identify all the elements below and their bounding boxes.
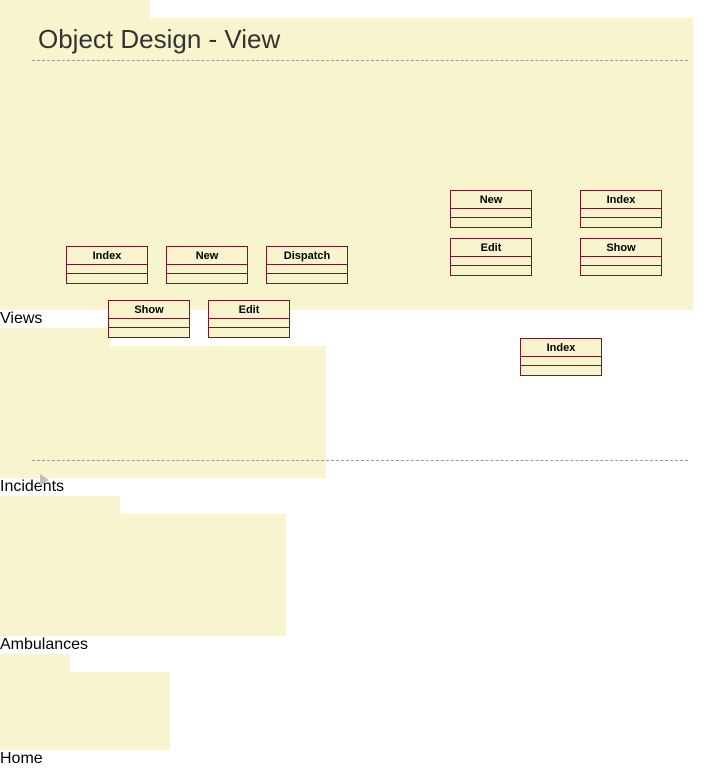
class-compartment	[109, 319, 189, 328]
class-label: Index	[521, 339, 601, 357]
divider-bottom	[32, 460, 688, 461]
package-tab	[0, 654, 70, 672]
class-compartment	[581, 209, 661, 218]
class-label: Index	[67, 247, 147, 265]
class-compartment	[581, 257, 661, 266]
package-tab	[0, 496, 120, 514]
package-label: Home	[0, 750, 720, 768]
package-body	[0, 346, 326, 478]
class-label: Show	[109, 301, 189, 319]
class-label: Edit	[451, 239, 531, 257]
class-box: Show	[580, 238, 662, 276]
class-box: New	[166, 246, 248, 284]
class-compartment	[67, 265, 147, 274]
package-body	[0, 514, 286, 636]
bullet-marker	[40, 474, 49, 486]
class-compartment	[451, 266, 531, 275]
class-box: Index	[66, 246, 148, 284]
class-compartment	[109, 328, 189, 337]
class-box: Index	[520, 338, 602, 376]
class-label: New	[451, 191, 531, 209]
class-compartment	[167, 274, 247, 283]
class-compartment	[267, 265, 347, 274]
class-box: New	[450, 190, 532, 228]
package-label: Ambulances	[0, 636, 720, 654]
class-compartment	[67, 274, 147, 283]
class-label: Dispatch	[267, 247, 347, 265]
class-box: Edit	[208, 300, 290, 338]
class-compartment	[451, 257, 531, 266]
class-compartment	[267, 274, 347, 283]
class-label: Index	[581, 191, 661, 209]
page-title: Object Design - View	[38, 24, 280, 55]
class-box: Edit	[450, 238, 532, 276]
class-compartment	[581, 218, 661, 227]
class-compartment	[209, 328, 289, 337]
class-compartment	[209, 319, 289, 328]
class-compartment	[451, 218, 531, 227]
class-compartment	[451, 209, 531, 218]
class-label: New	[167, 247, 247, 265]
class-label: Edit	[209, 301, 289, 319]
divider-top	[32, 60, 688, 61]
package-label: Incidents	[0, 478, 720, 496]
class-compartment	[581, 266, 661, 275]
class-box: Dispatch	[266, 246, 348, 284]
package-tab	[0, 328, 110, 346]
class-box: Show	[108, 300, 190, 338]
uml-package-diagram: ViewsIncidentsAmbulancesHomeIndexNewDisp…	[0, 0, 720, 768]
package-body	[0, 672, 170, 750]
package-tab	[0, 0, 150, 18]
class-compartment	[521, 357, 601, 366]
class-compartment	[167, 265, 247, 274]
class-label: Show	[581, 239, 661, 257]
class-box: Index	[580, 190, 662, 228]
class-compartment	[521, 366, 601, 375]
